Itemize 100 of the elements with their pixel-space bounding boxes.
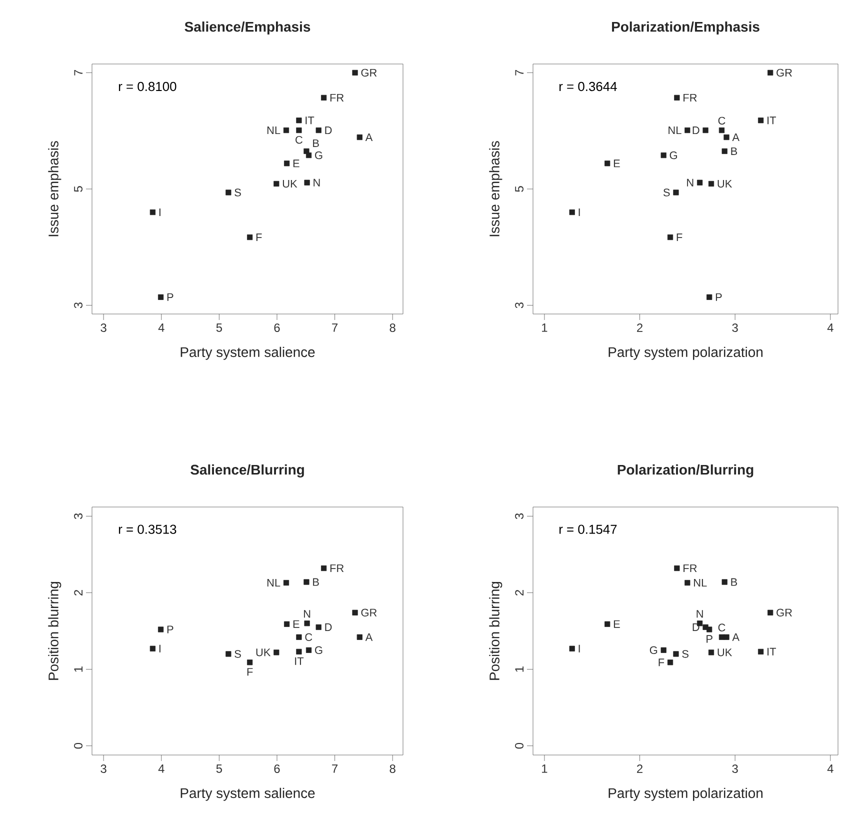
x-tick-label: 3 [732,764,738,773]
point [604,621,610,627]
point [296,648,302,654]
annotation: F [247,668,253,676]
annotation: N [696,610,703,618]
point [674,565,680,572]
point [284,621,290,627]
point [296,118,302,124]
y-tick-label: 3 [515,302,524,308]
annotation: UK [718,180,732,188]
x-tick-label: 3 [732,324,738,332]
point [708,650,714,656]
annotation: G [315,646,322,654]
annotation: NL [267,579,280,587]
x-tick-label: 2 [637,764,642,773]
annotation: GR [361,608,377,617]
annotation: IT [768,648,776,656]
point [708,180,714,187]
y-tick-label: 2 [515,590,524,596]
annotation: I [159,208,160,216]
point [706,626,712,632]
point [768,610,774,616]
x-tick-label: 4 [158,764,164,773]
y-tick-label: 3 [74,302,82,308]
x-tick-label: 5 [216,764,222,773]
point [352,70,358,76]
point [226,651,232,657]
x-tick-label: 2 [637,324,642,332]
annotation: G [670,151,677,160]
point [684,127,690,134]
point [321,565,327,572]
y-axis-title: Position blurring [48,582,62,680]
point [352,610,358,616]
annotation: I [578,208,580,216]
point [247,660,253,666]
point [724,134,730,140]
annotation: B [313,139,319,147]
annotation: P [167,626,174,634]
point [697,180,703,186]
point [660,647,666,653]
point [684,580,690,586]
annotation: C [296,136,302,144]
x-tick-label: 7 [332,764,338,773]
x-axis-title: Party system salience [180,346,315,360]
point [158,294,164,300]
annotation: GR [361,68,377,77]
annotation: A [365,633,373,641]
point [768,70,774,76]
point [706,294,712,300]
x-tick-label: 4 [827,764,834,773]
point [569,646,575,652]
x-tick-label: 1 [542,324,548,332]
point [296,634,302,640]
annotation: UK [282,180,298,188]
point [296,127,302,134]
point [674,94,680,101]
point [274,650,280,656]
annotation: N [687,178,694,186]
annotation: G [315,151,322,160]
point [283,127,290,134]
point [758,118,764,124]
y-axis-title: Position blurring [489,582,502,680]
point [150,646,156,652]
annotation: r = 0.3513 [118,524,176,534]
point [356,134,362,140]
annotation: I [578,644,580,652]
point [356,634,362,640]
y-tick-label: 7 [74,70,82,76]
point [718,127,725,134]
x-tick-label: 4 [158,324,164,332]
annotation: S [663,188,670,196]
point [321,94,327,101]
annotation: IT [306,116,314,124]
annotation: r = 0.1547 [559,524,617,534]
point [673,651,679,657]
annotation: N [314,178,320,186]
annotation: FR [330,564,344,572]
x-tick-label: 6 [274,764,280,773]
y-tick-label: 1 [515,666,524,672]
annotation: GR [776,608,792,617]
annotation: N [304,610,310,618]
y-tick-label: 5 [74,186,82,192]
point [304,620,310,626]
annotation: A [732,633,740,641]
point [724,634,730,640]
annotation: D [692,126,700,134]
point [304,180,310,186]
x-axis-title: Party system polarization [608,788,762,801]
annotation: NL [694,579,707,587]
point [722,148,728,154]
annotation: C [305,633,312,642]
annotation: A [732,133,740,142]
point [247,234,253,240]
annotation: IT [295,657,304,665]
point [283,580,290,586]
x-tick-label: 3 [100,764,106,773]
annotation: E [293,160,300,168]
annotation: NL [668,126,682,134]
annotation: GR [776,68,792,77]
point [274,180,280,187]
